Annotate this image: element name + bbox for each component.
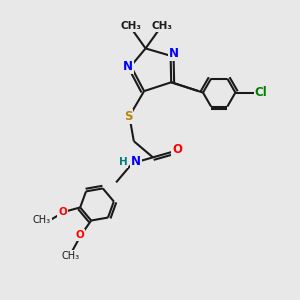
Text: Cl: Cl xyxy=(255,86,267,99)
Text: N: N xyxy=(169,47,179,60)
Text: O: O xyxy=(58,207,67,217)
Text: CH₃: CH₃ xyxy=(151,21,172,31)
Text: S: S xyxy=(124,110,132,123)
Text: O: O xyxy=(75,230,84,240)
Text: N: N xyxy=(131,155,141,168)
Text: O: O xyxy=(172,143,182,157)
Text: CH₃: CH₃ xyxy=(33,215,51,225)
Text: H: H xyxy=(118,157,127,167)
Text: CH₃: CH₃ xyxy=(120,21,141,31)
Text: N: N xyxy=(123,60,133,73)
Text: CH₃: CH₃ xyxy=(61,251,80,261)
